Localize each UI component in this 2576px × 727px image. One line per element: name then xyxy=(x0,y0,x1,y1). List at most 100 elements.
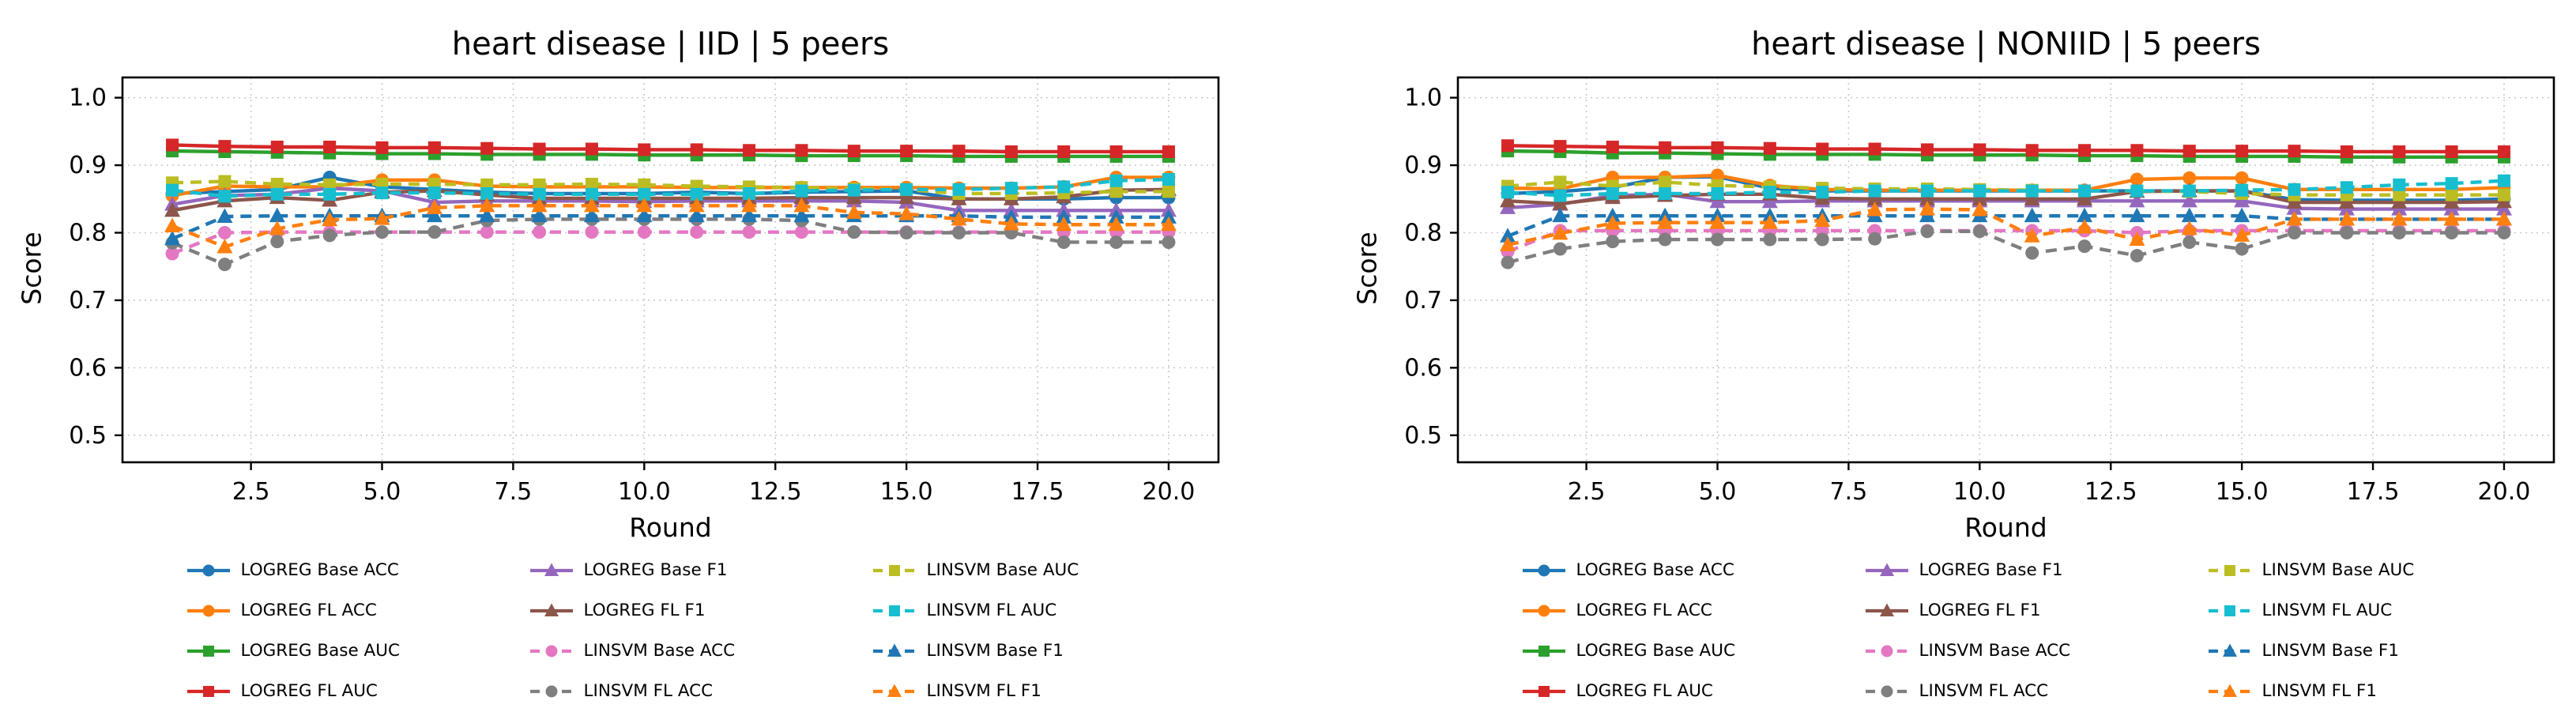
legend-marker xyxy=(887,684,902,697)
x-tick-label: 10.0 xyxy=(1953,478,2006,506)
series-linsvm-base-f1-marker xyxy=(1108,209,1124,224)
legend-label: LINSVM FL ACC xyxy=(1919,681,2049,702)
legend-item-logreg-base-auc: LOGREG Base AUC xyxy=(1521,642,1837,661)
series-logreg-base-f1-marker xyxy=(2129,192,2145,208)
legend-key-icon xyxy=(529,563,573,576)
legend-key-icon xyxy=(872,565,916,576)
series-linsvm-fl-auc-marker xyxy=(638,187,651,201)
series-logreg-fl-auc-marker xyxy=(1711,141,1724,154)
tick-labels: 2.5 5.0 7.5 10.0 12.5 15.0 17.5 20.0 0.5 0.6 0.7 0.… xyxy=(1404,85,2530,506)
series-logreg-fl-f1-marker xyxy=(845,189,862,205)
y-axis-label-iid: Score xyxy=(16,231,47,305)
legend-column: LINSVM Base AUC LINSVM FL AUC LINSVM Base … xyxy=(872,561,1156,701)
series-linsvm-fl-acc-marker xyxy=(1162,235,1176,249)
series-linsvm-fl-auc-marker xyxy=(795,184,808,198)
x-tick-label: 17.5 xyxy=(1011,478,1064,506)
series-linsvm-base-acc-marker xyxy=(742,225,756,239)
series-logreg-fl-auc-marker xyxy=(480,141,494,155)
x-tick-label: 7.5 xyxy=(1830,478,1868,506)
legend-label: LOGREG Base F1 xyxy=(1919,560,2063,581)
series-linsvm-fl-acc-marker xyxy=(847,225,861,239)
series-linsvm-base-acc-marker xyxy=(165,247,179,261)
series-linsvm-fl-acc-marker xyxy=(2340,226,2354,240)
series-linsvm-fl-auc xyxy=(166,173,1175,203)
legend-item-logreg-fl-auc: LOGREG FL AUC xyxy=(1521,682,1837,701)
series-logreg-fl-auc-marker xyxy=(795,144,808,157)
series-logreg-fl-auc-marker xyxy=(585,142,598,156)
y-tick-label: 0.5 xyxy=(69,422,107,450)
series-logreg-fl-f1-marker xyxy=(1500,192,1516,208)
y-tick-label: 0.6 xyxy=(69,354,107,382)
series-logreg-fl-auc xyxy=(166,138,1175,158)
series-linsvm-fl-acc-marker xyxy=(952,226,966,240)
series-line-linsvm-fl-auc xyxy=(171,177,1169,198)
legend-key-icon xyxy=(1522,605,1565,617)
series-linsvm-fl-f1-marker xyxy=(845,204,862,219)
series-logreg-fl-auc-marker xyxy=(1763,141,1776,155)
series-linsvm-fl-f1-marker xyxy=(1108,216,1124,232)
series-logreg-fl-f1-marker xyxy=(1552,195,1569,210)
series-linsvm-base-auc-marker xyxy=(1554,175,1567,189)
x-tick-label: 12.5 xyxy=(2085,478,2137,506)
y-tick-label: 0.8 xyxy=(1404,220,1442,247)
series-logreg-fl-f1-marker xyxy=(2077,190,2093,205)
series-linsvm-base-f1-marker xyxy=(217,208,233,224)
series-linsvm-fl-acc-marker xyxy=(1711,232,1724,247)
legend-marker xyxy=(887,643,902,657)
series-linsvm-fl-auc-marker xyxy=(2078,184,2092,198)
series-logreg-fl-acc-marker xyxy=(2182,171,2197,185)
legend-item-linsvm-fl-auc: LINSVM FL AUC xyxy=(2207,601,2491,620)
series-linsvm-fl-auc-marker xyxy=(2497,174,2510,187)
series-line-linsvm-fl-f1 xyxy=(171,204,1169,249)
series-linsvm-fl-acc-marker xyxy=(1868,232,1882,246)
series-logreg-base-f1-marker xyxy=(1709,193,1726,209)
x-tick-label: 15.0 xyxy=(2216,478,2269,506)
legend-marker xyxy=(545,645,557,657)
legend-item-logreg-base-acc: LOGREG Base ACC xyxy=(186,561,502,580)
series-line-logreg-fl-auc xyxy=(1508,144,2504,154)
series-linsvm-fl-f1-marker xyxy=(1866,201,1883,217)
legend-key-icon xyxy=(186,564,230,577)
x-tick-label: 17.5 xyxy=(2347,478,2400,506)
legend-marker xyxy=(2222,643,2237,657)
axis-ticks xyxy=(1450,96,2506,470)
legend-marker xyxy=(1879,563,1894,576)
series-logreg-fl-auc-marker xyxy=(218,140,232,153)
series-linsvm-fl-acc-marker xyxy=(270,235,284,249)
series-logreg-fl-f1-marker xyxy=(898,189,915,205)
series-logreg-fl-auc-marker xyxy=(743,144,756,157)
series-line-linsvm-base-auc xyxy=(171,179,1169,196)
series-logreg-fl-auc-marker xyxy=(1606,141,1619,154)
legend-key-icon xyxy=(529,603,573,616)
legend-key-icon xyxy=(1865,563,1908,576)
gridlines xyxy=(1458,77,2554,462)
series-linsvm-fl-acc-marker xyxy=(2235,242,2249,256)
series-line-logreg-fl-auc xyxy=(171,143,1169,154)
series-line-linsvm-base-f1 xyxy=(171,213,1169,241)
series-linsvm-base-f1-marker xyxy=(531,207,548,223)
legend-marker xyxy=(1879,603,1894,616)
series-linsvm-fl-f1-marker xyxy=(741,197,758,213)
series-linsvm-fl-acc-marker xyxy=(2182,235,2197,249)
series-logreg-fl-acc xyxy=(1501,168,2511,198)
legend-label: LINSVM FL F1 xyxy=(926,681,1041,702)
legend-key-icon xyxy=(1865,645,1908,657)
legend-item-logreg-base-f1: LOGREG Base F1 xyxy=(529,561,845,580)
series-linsvm-fl-acc-marker xyxy=(1606,235,1620,249)
series-linsvm-fl-acc-marker xyxy=(899,226,913,240)
series-linsvm-base-f1-marker xyxy=(688,207,705,223)
x-tick-label: 15.0 xyxy=(880,478,933,506)
legend-key-icon xyxy=(872,643,916,657)
series-linsvm-fl-acc-marker xyxy=(1658,232,1672,247)
legend-key-icon xyxy=(872,605,916,616)
series-linsvm-fl-f1-marker xyxy=(1056,216,1072,232)
series-linsvm-base-f1-marker xyxy=(426,207,443,223)
series-linsvm-base-f1-marker xyxy=(269,207,285,223)
y-tick-label: 0.7 xyxy=(69,287,107,315)
series-logreg-base-f1-marker xyxy=(2234,192,2250,208)
series-linsvm-base-acc-marker xyxy=(637,225,651,239)
series-linsvm-fl-f1-marker xyxy=(688,197,705,213)
series-linsvm-fl-auc-marker xyxy=(480,186,494,200)
series-logreg-fl-auc-marker xyxy=(166,138,179,152)
legend-label: LOGREG Base AUC xyxy=(240,641,400,661)
